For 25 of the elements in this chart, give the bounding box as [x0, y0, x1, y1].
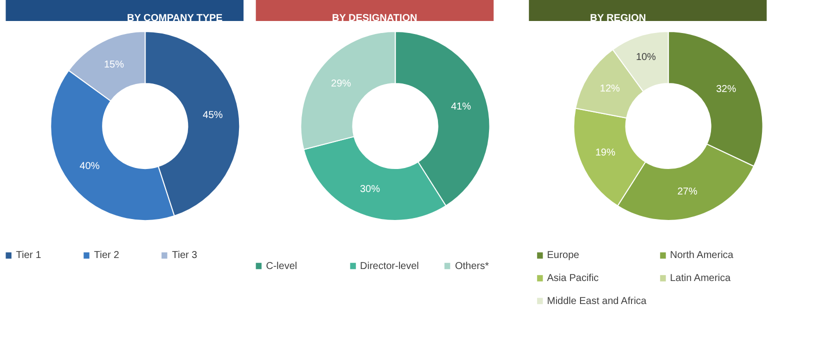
- chart-title: BY COMPANY TYPE: [127, 13, 223, 24]
- data-label: 30%: [360, 184, 380, 196]
- data-label: 19%: [595, 148, 616, 159]
- legend-label: Asia Pacific: [547, 273, 599, 284]
- data-label: 32%: [716, 84, 736, 95]
- legend-label: Europe: [547, 250, 580, 261]
- data-label: 10%: [636, 52, 656, 63]
- legend-label: C-level: [266, 261, 298, 272]
- data-label: 40%: [80, 160, 100, 172]
- chart-title: BY DESIGNATION: [332, 13, 418, 24]
- data-label: 29%: [331, 78, 352, 90]
- legend-label: Tier 1: [16, 250, 42, 261]
- data-label: 27%: [677, 186, 698, 198]
- data-label: 12%: [600, 83, 620, 94]
- data-label: 15%: [104, 59, 124, 70]
- legend-label: Latin America: [670, 273, 732, 284]
- legend-label: Director-level: [360, 261, 419, 272]
- legend-label: Others*: [455, 261, 490, 272]
- legend-label: Middle East and Africa: [547, 296, 647, 307]
- chart-title: BY REGION: [590, 13, 646, 24]
- legend-label: North America: [670, 250, 734, 261]
- data-label: 45%: [202, 110, 223, 121]
- legend-label: Tier 3: [172, 250, 198, 261]
- data-label: 41%: [450, 101, 472, 112]
- legend-label: Tier 2: [94, 250, 120, 261]
